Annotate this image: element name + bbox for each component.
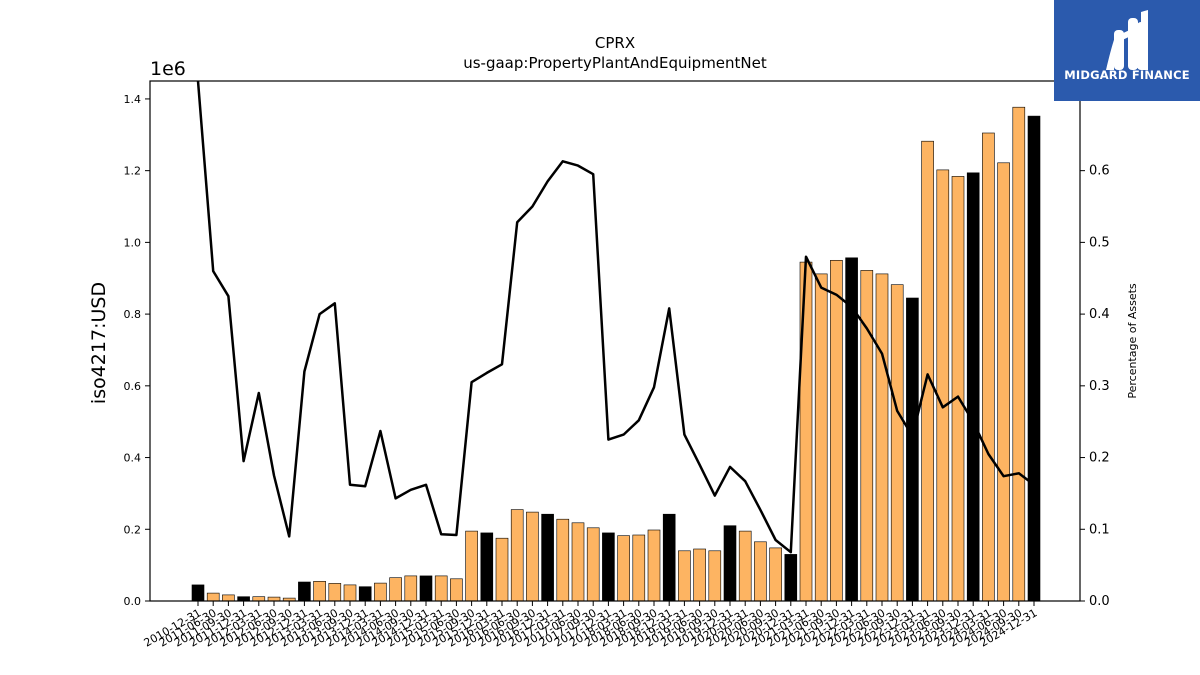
plot-frame: [149, 80, 1081, 602]
bar-2015-03-31: [434, 575, 448, 602]
bar-2022-03-31: [860, 270, 874, 602]
bar-2021-03-31: [799, 261, 813, 602]
bar-2020-06-30: [754, 541, 767, 602]
bar-2011-06-30: [206, 592, 220, 602]
bar-2023-03-31: [921, 140, 934, 602]
bar-2023-09-30: [951, 176, 965, 602]
bar-2023-12-31: [966, 172, 980, 602]
brand-name: MIDGARD FINANCE: [1064, 68, 1190, 82]
bar-2017-03-31: [556, 518, 570, 602]
bar-2020-12-31: [784, 554, 798, 602]
bar-2016-09-30: [526, 511, 539, 602]
bar-2014-12-31: [419, 575, 433, 602]
bar-2024-12-31: [1027, 115, 1041, 602]
bar-2024-03-31: [982, 132, 995, 602]
bar-2013-03-31: [313, 580, 326, 602]
y-tick-label-right: 0.1: [1089, 522, 1110, 537]
y-tick-label-right: 0.6: [1089, 164, 1110, 179]
bar-2019-03-31: [678, 550, 691, 602]
y-tick-label-right: 0.4: [1089, 307, 1110, 322]
midgard-logo-icon: [1106, 10, 1148, 70]
y-axis-ticks-right: 0.0 0.1 0.2 0.3 0.4 0.5 0.6: [1080, 164, 1110, 609]
y-multiplier: 1e6: [150, 58, 186, 80]
bar-2010-12-31: [191, 584, 205, 602]
bar-2022-09-30: [890, 284, 904, 602]
bar-2017-06-30: [571, 522, 585, 602]
bar-2011-09-30: [222, 594, 235, 602]
bar-2023-06-30: [936, 169, 950, 602]
bar-2018-09-30: [647, 529, 661, 602]
bar-2019-12-31: [723, 525, 737, 602]
y-tick-label: 0.8: [124, 308, 142, 321]
y-tick-label-right: 0.5: [1089, 235, 1110, 250]
bar-2018-03-31: [617, 535, 630, 602]
y-axis-label-right: Percentage of Assets: [1126, 283, 1139, 399]
bar-2013-06-30: [328, 583, 342, 602]
bar-2020-03-31: [738, 530, 752, 602]
bar-2016-03-31: [495, 537, 509, 602]
bar-2019-06-30: [693, 548, 706, 602]
y-tick-label: 0.2: [124, 523, 142, 536]
percentage-line: [196, 80, 1035, 554]
bar-2011-12-31: [237, 596, 250, 602]
bar-2015-06-30: [450, 578, 463, 602]
bar-2024-06-30: [997, 162, 1010, 602]
bar-2024-09-30: [1012, 106, 1026, 602]
bar-2015-12-31: [480, 532, 494, 602]
bar-series: [191, 106, 1041, 602]
bar-2021-06-30: [814, 273, 828, 602]
y-axis-ticks: 0.0 0.2 0.4 0.6 0.8 1.0 1.2 1.4: [124, 93, 150, 608]
y-tick-label: 0.6: [124, 380, 142, 393]
bar-2017-09-30: [586, 527, 600, 602]
bar-2014-09-30: [404, 575, 418, 602]
bar-2021-09-30: [830, 259, 843, 602]
bar-2018-06-30: [632, 534, 646, 602]
chart-title: CPRX: [595, 34, 635, 52]
y-tick-label: 0.0: [124, 595, 142, 608]
bar-2012-03-31: [252, 596, 266, 602]
y-tick-label: 1.2: [124, 165, 142, 178]
bar-2019-09-30: [708, 550, 722, 602]
bar-2014-06-30: [389, 577, 402, 602]
bar-2018-12-31: [662, 513, 676, 602]
bar-2013-12-31: [358, 586, 372, 602]
bar-2016-06-30: [510, 509, 524, 602]
bar-2015-09-30: [465, 530, 478, 602]
y-tick-label-right: 0.0: [1089, 594, 1110, 609]
x-axis-ticks: 2010-12-312011-06-302011-09-302011-12-31…: [142, 601, 1040, 650]
bar-2020-09-30: [769, 547, 782, 602]
y-axis-label: iso4217:USD: [88, 282, 110, 404]
brand-logo: MIDGARD FINANCE: [1054, 0, 1200, 101]
bar-2022-12-31: [906, 297, 919, 602]
y-tick-label: 0.4: [124, 452, 142, 465]
y-tick-label-right: 0.3: [1089, 379, 1110, 394]
y-tick-label: 1.0: [124, 236, 142, 249]
y-tick-label: 1.4: [124, 93, 142, 106]
bar-2016-12-31: [541, 513, 554, 602]
bar-2013-09-30: [343, 584, 357, 602]
chart-subtitle: us-gaap:PropertyPlantAndEquipmentNet: [463, 54, 767, 72]
bar-2021-12-31: [845, 257, 858, 602]
bar-2014-03-31: [374, 582, 387, 602]
bar-2017-12-31: [602, 532, 615, 602]
y-tick-label-right: 0.2: [1089, 451, 1110, 466]
bar-2012-12-31: [298, 581, 311, 602]
bar-2022-06-30: [875, 273, 889, 602]
